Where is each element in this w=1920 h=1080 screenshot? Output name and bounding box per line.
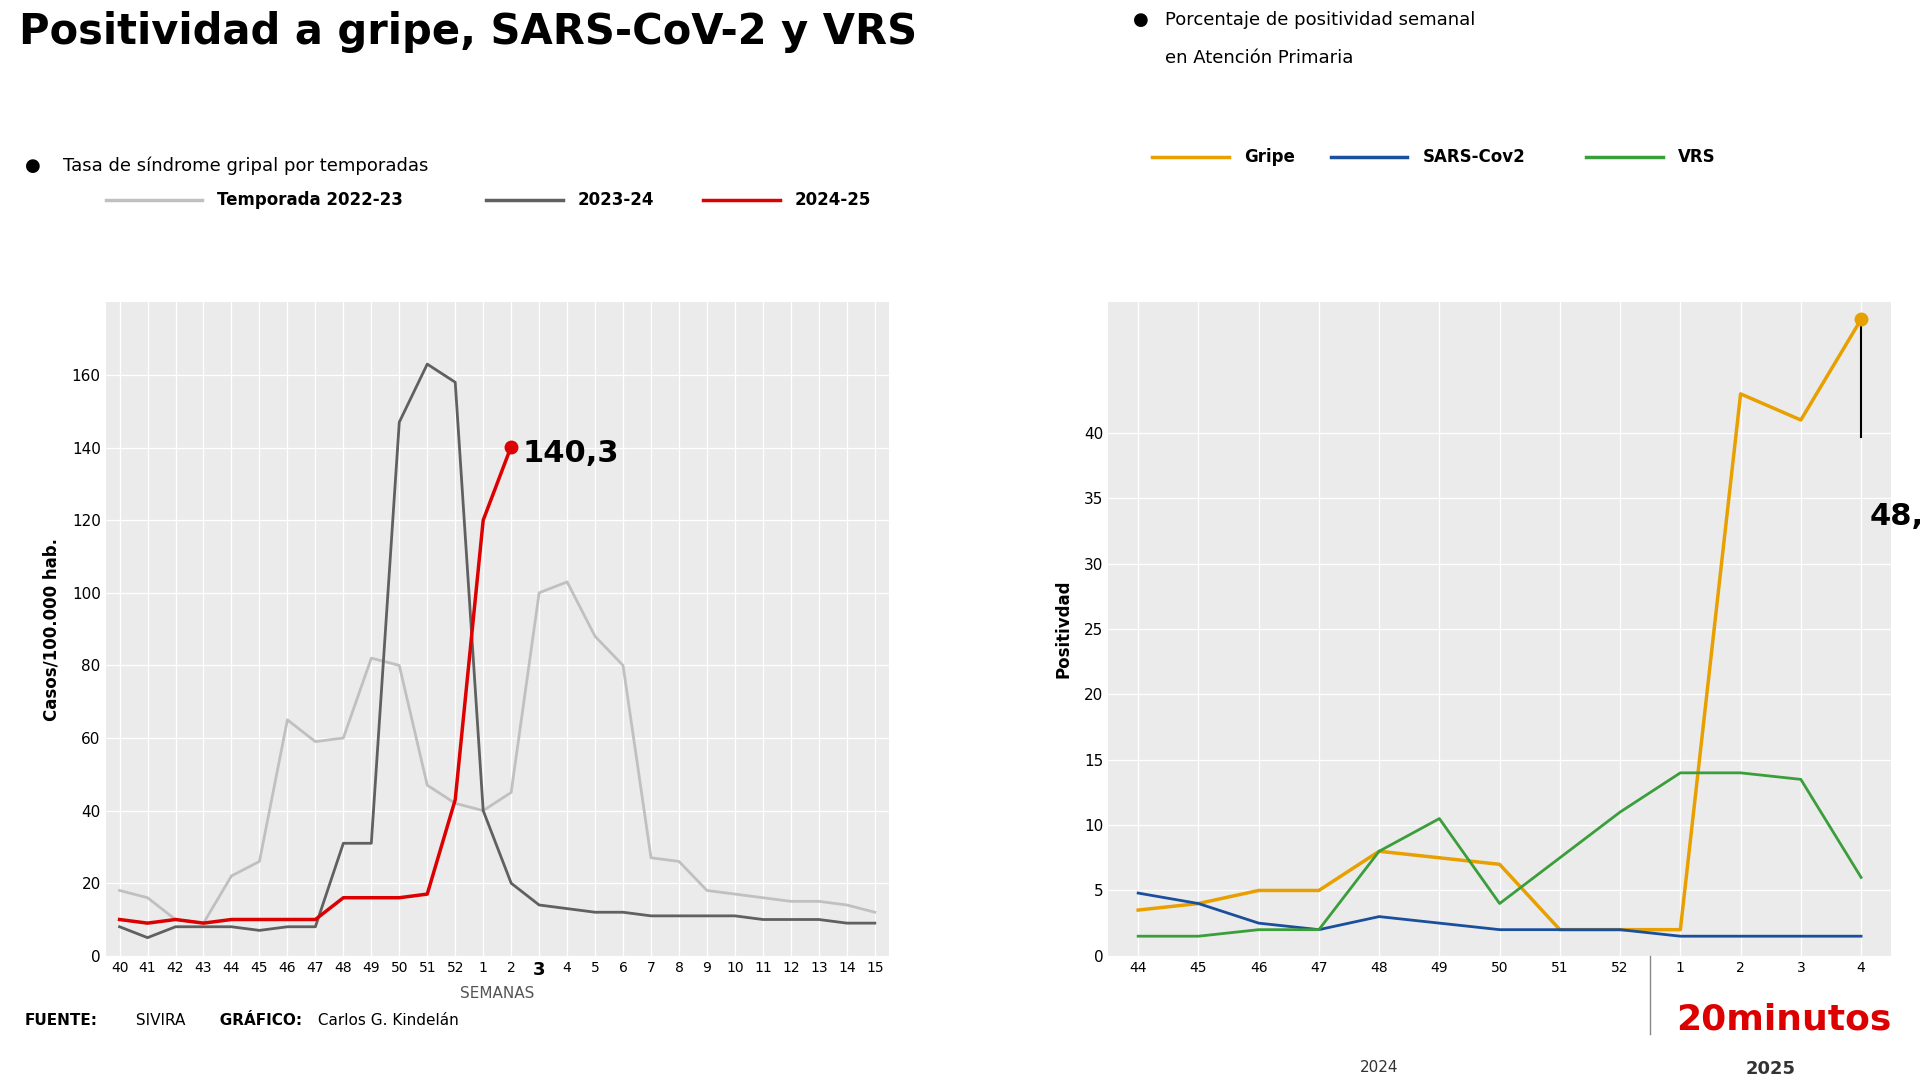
Text: en Atención Primaria: en Atención Primaria xyxy=(1165,49,1354,67)
Text: Carlos G. Kindelán: Carlos G. Kindelán xyxy=(313,1013,459,1028)
Text: 2025: 2025 xyxy=(1745,1061,1795,1078)
Text: 2024-25: 2024-25 xyxy=(795,191,872,208)
Y-axis label: Positivdad: Positivdad xyxy=(1054,580,1073,678)
Y-axis label: Casos/100.000 hab.: Casos/100.000 hab. xyxy=(42,538,61,720)
Text: Temporada 2022-23: Temporada 2022-23 xyxy=(217,191,403,208)
Text: GRÁFICO:: GRÁFICO: xyxy=(204,1013,301,1028)
Text: SIVIRA: SIVIRA xyxy=(131,1013,184,1028)
Text: Tasa de síndrome gripal por temporadas: Tasa de síndrome gripal por temporadas xyxy=(63,157,428,175)
Text: 2024: 2024 xyxy=(1359,1061,1398,1076)
Text: SARS-Cov2: SARS-Cov2 xyxy=(1423,148,1526,165)
X-axis label: SEMANAS: SEMANAS xyxy=(461,986,534,1000)
Text: ●: ● xyxy=(1133,11,1148,29)
Text: 2023-24: 2023-24 xyxy=(578,191,655,208)
Text: Porcentaje de positividad semanal: Porcentaje de positividad semanal xyxy=(1165,11,1476,29)
Text: FUENTE:: FUENTE: xyxy=(25,1013,98,1028)
Text: Gripe: Gripe xyxy=(1244,148,1294,165)
Text: 20minutos: 20minutos xyxy=(1676,1003,1891,1037)
Text: 48,7: 48,7 xyxy=(1870,502,1920,531)
Text: Positividad a gripe, SARS-CoV-2 y VRS: Positividad a gripe, SARS-CoV-2 y VRS xyxy=(19,11,918,53)
Text: 140,3: 140,3 xyxy=(522,440,618,469)
Text: VRS: VRS xyxy=(1678,148,1716,165)
Text: ●: ● xyxy=(25,157,40,175)
